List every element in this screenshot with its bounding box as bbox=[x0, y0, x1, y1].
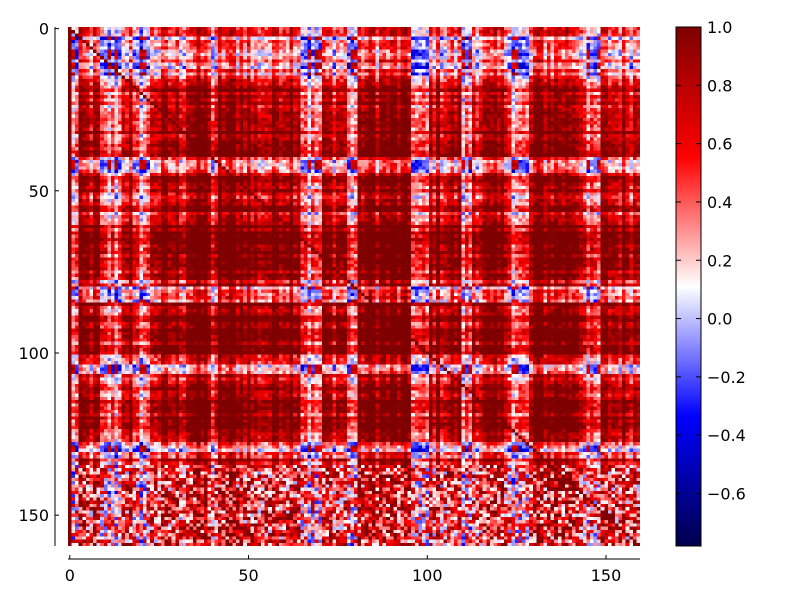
x-tick-label: 50 bbox=[238, 566, 258, 585]
x-tick-label: 0 bbox=[65, 566, 75, 585]
colorbar-tick-label: −0.4 bbox=[707, 426, 746, 445]
heatmap-axes: 0 50 100 150 0 50 100 150 bbox=[18, 20, 640, 585]
y-tick-label: 150 bbox=[18, 506, 49, 525]
colorbar: 1.0 0.8 0.6 0.4 0.2 0.0 −0.2 −0.4 −0.6 bbox=[675, 18, 746, 547]
colorbar-tick-label: −0.2 bbox=[707, 368, 746, 387]
x-tick-label: 100 bbox=[412, 566, 443, 585]
colorbar-tick-label: 1.0 bbox=[707, 18, 732, 37]
x-tick-label: 150 bbox=[591, 566, 622, 585]
colorbar-tick-label: 0.2 bbox=[707, 251, 732, 270]
colorbar-tick-label: 0.4 bbox=[707, 193, 732, 212]
heatmap-cells bbox=[68, 27, 640, 546]
y-tick-label: 0 bbox=[39, 20, 49, 39]
colorbar-tick-label: 0.6 bbox=[707, 135, 732, 154]
colorbar-tick-label: 0.8 bbox=[707, 76, 732, 95]
y-tick-label: 50 bbox=[29, 182, 49, 201]
y-tick-label: 100 bbox=[18, 344, 49, 363]
colorbar-gradient bbox=[675, 26, 702, 547]
heatmap-plot bbox=[68, 27, 640, 546]
colorbar-tick-label: −0.6 bbox=[707, 485, 746, 504]
colorbar-tick-label: 0.0 bbox=[707, 310, 732, 329]
